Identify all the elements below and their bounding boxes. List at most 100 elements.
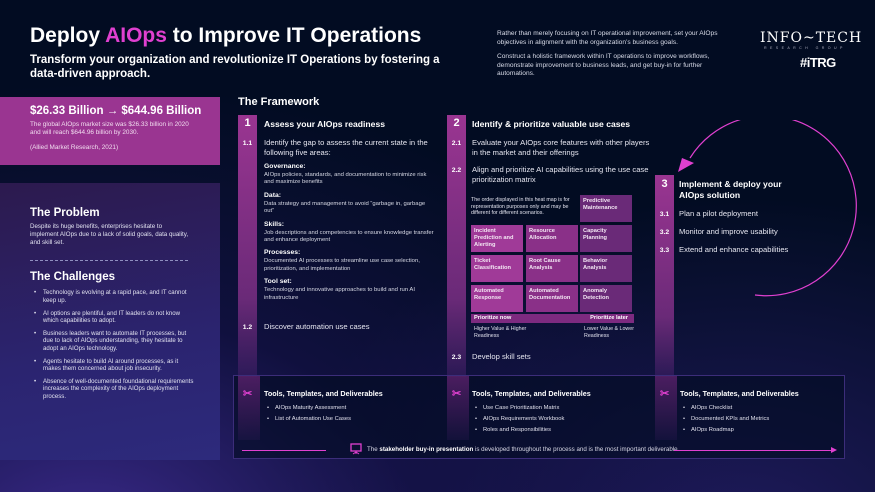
deliverable-item: AIOps Roadmap [683,425,769,436]
area-heading: Tool set: [264,278,292,286]
step-3-2: Monitor and improve usability [679,227,778,236]
itrg-logo: #iTRG [800,55,836,70]
area-heading: Processes: [264,249,301,257]
subtitle: Transform your organization and revoluti… [30,54,440,80]
market-stat-box: $26.33 Billion → $644.96 Billion The glo… [0,97,220,165]
cycle-arrow [678,120,857,297]
problem-panel: The Problem Despite its huge benefits, e… [0,183,220,460]
phase1-title: Assess your AIOps readiness [264,119,386,129]
heatmap-cell: Resource Allocation [526,225,578,252]
arrowhead-icon [678,158,694,172]
list-item: Technology is evolving at a rapid pace, … [34,289,194,304]
infotech-logo-sub: RESEARCH GROUP [764,46,846,50]
arrowhead-icon [831,447,837,453]
area-heading: Skills: [264,220,285,228]
area-text: Job descriptions and competencies to ens… [264,229,434,244]
tools-icon: ✂ [452,388,462,400]
divider [30,260,188,262]
intro-text: Rather than merely focusing on IT operat… [497,30,718,77]
phase2-title: Identify & prioritize valuable use cases [472,119,631,129]
tools-list-1: AIOps Maturity Assessment List of Automa… [267,403,351,425]
tools-title: Tools, Templates, and Deliverables [680,389,799,398]
heatmap-cell: Predictive Maintenance [580,195,632,222]
heatmap-cell: Anomaly Detection [580,285,632,312]
step-number: 3.1 [659,211,670,218]
challenges-title: The Challenges [30,271,115,284]
phase3-bar [655,175,674,377]
footer-arrow [674,450,832,451]
deliverable-item: Use Case Prioritization Matrix [475,403,564,414]
deliverable-item: Roles and Responsibilities [475,425,564,436]
step-2-1: Evaluate your AIOps core features with o… [472,138,650,157]
heatmap-note: The order displayed in this heat map is … [471,197,570,216]
stat-headline: $26.33 Billion → $644.96 Billion [30,105,202,117]
step-number: 2.1 [451,140,462,147]
deliverable-item: AIOps Requirements Workbook [475,414,564,425]
phase1-number: 1 [244,117,251,129]
higher-value-label: Higher Value & Higher Readiness [474,326,527,339]
tools-icon: ✂ [243,388,253,400]
heatmap-cell: Behavior Analysis [580,255,632,282]
heatmap-cell: Ticket Classification [471,255,523,282]
area-heading: Data: [264,191,281,199]
step-1-1: Identify the gap to assess the current s… [264,138,428,157]
tools-icon: ✂ [660,388,670,400]
tools-title: Tools, Templates, and Deliverables [472,389,591,398]
heatmap-cell: Automated Documentation [526,285,578,312]
problem-text: Despite its huge benefits, enterprises h… [30,223,189,246]
tools-list-2: Use Case Prioritization Matrix AIOps Req… [475,403,564,436]
problem-title: The Problem [30,207,100,219]
prioritization-heatmap: The order displayed in this heat map is … [471,195,634,345]
step-number: 1.2 [242,324,253,331]
heatmap-cell: Incident Prediction and Alerting [471,225,523,252]
page-title: Deploy AIOps to Improve IT Operations [30,24,422,47]
priority-bar: Prioritize now Prioritize later [471,314,634,323]
heatmap-cell: Root Cause Analysis [526,255,578,282]
deliverable-item: AIOps Maturity Assessment [267,403,351,414]
step-3-3: Extend and enhance capabilities [679,245,789,254]
phase3-title: Implement & deploy your AIOps solution [679,179,782,200]
footer-text: The stakeholder buy-in presentation is d… [367,446,680,453]
area-text: AIOps policies, standards, and documenta… [264,172,427,186]
phase1-bar [238,115,257,377]
challenges-list: Technology is evolving at a rapid pace, … [30,289,220,400]
prioritize-later-label: Prioritize later [590,315,628,321]
column-accent [447,376,469,440]
presentation-icon [350,443,362,455]
stat-source: (Allied Market Research, 2021) [30,144,119,151]
area-text: Technology and innovative approaches to … [264,287,415,301]
step-number: 3.2 [659,229,670,236]
area-text: Data strategy and management to avoid “g… [264,200,426,215]
heatmap-cell: Automated Response [471,285,523,312]
tools-title: Tools, Templates, and Deliverables [264,389,383,398]
list-item: Agents hesitate to build AI around proce… [34,358,194,373]
phase2-bar [447,115,466,377]
phase2-number: 2 [453,117,460,129]
list-item: Business leaders want to automate IT pro… [34,330,194,353]
infotech-logo: INFO~TECH [760,30,863,46]
step-2-3: Develop skill sets [472,352,531,361]
prioritize-now-label: Prioritize now [474,315,512,321]
framework-title: The Framework [238,96,320,108]
column-accent [655,376,677,440]
step-3-1: Plan a pilot deployment [679,209,758,218]
deliverable-item: AIOps Checklist [683,403,769,414]
area-text: Documented AI processes to streamline us… [264,258,420,272]
column-accent [238,376,260,440]
assessment-areas: Governance: AIOps policies, standards, an… [264,158,436,302]
stat-text: The global AIOps market size was $26.33 … [30,121,189,136]
step-number: 3.3 [659,247,670,254]
deliverables-panel: ✂ ✂ ✂ Tools, Templates, and Deliverables… [233,375,845,459]
phase3-number: 3 [661,178,668,190]
deliverable-item: Documented KPIs and Metrics [683,414,769,425]
step-number: 2.3 [451,354,462,361]
heatmap-cell: Capacity Planning [580,225,632,252]
footer-line [242,450,326,451]
area-heading: Governance: [264,163,306,170]
step-1-2: Discover automation use cases [264,322,370,331]
list-item: AI options are plentiful, and IT leaders… [34,310,194,325]
step-number: 1.1 [242,140,253,147]
tools-list-3: AIOps Checklist Documented KPIs and Metr… [683,403,769,436]
step-number: 2.2 [451,167,462,174]
step-2-2: Align and prioritize AI capabilities usi… [472,165,649,184]
